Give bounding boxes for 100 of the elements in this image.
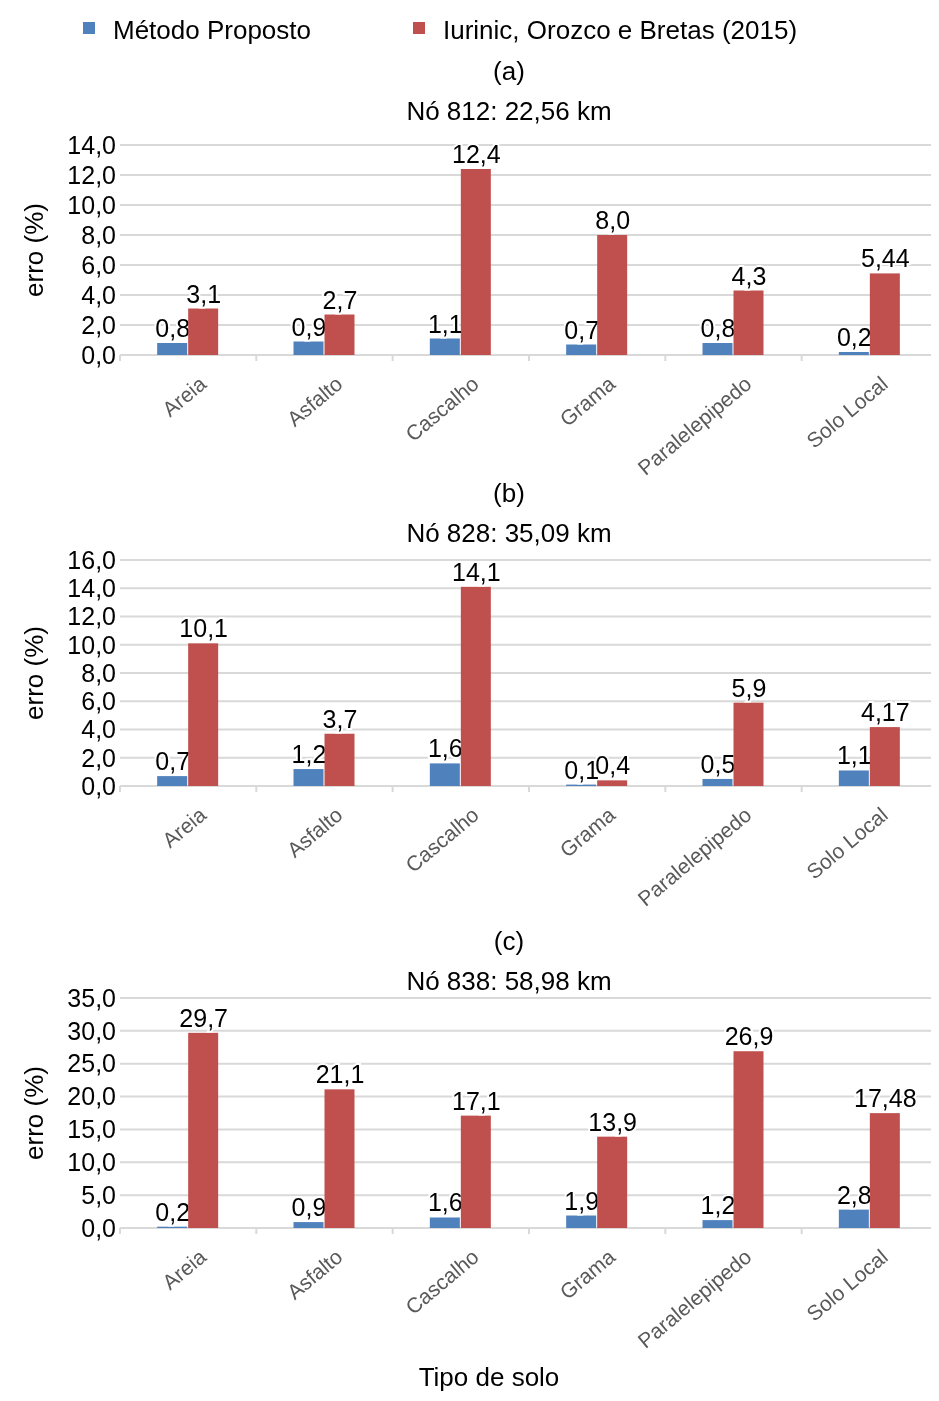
y-tick-label: 8,0	[81, 220, 116, 249]
data-label: 4,3	[731, 261, 767, 290]
bar	[597, 1136, 628, 1228]
data-label: 3,7	[322, 704, 358, 733]
y-axis-title: erro (%)	[19, 626, 49, 720]
bar	[293, 769, 324, 786]
bar	[293, 1222, 324, 1228]
bar	[460, 1115, 491, 1228]
data-label: 26,9	[724, 1022, 774, 1051]
bar	[324, 1089, 355, 1228]
bar	[733, 1051, 764, 1228]
y-tick-label: 10,0	[67, 1148, 116, 1177]
data-label: 29,7	[179, 1003, 228, 1032]
y-tick-label: 35,0	[67, 983, 116, 1012]
bar	[188, 643, 219, 786]
y-tick-label: 12,0	[67, 160, 116, 189]
bar	[597, 235, 628, 355]
chart-subtitle: Nó 828: 35,09 km	[406, 518, 612, 548]
y-tick-label: 5,0	[81, 1180, 116, 1209]
chart-subtitle: Nó 838: 58,98 km	[406, 966, 612, 996]
y-tick-label: 0,0	[81, 340, 116, 369]
data-label: 1,6	[427, 734, 463, 763]
bar	[429, 763, 460, 786]
bar	[188, 1032, 219, 1228]
data-label: 1,1	[836, 741, 872, 770]
bar	[324, 733, 355, 786]
y-tick-label: 14,0	[67, 574, 116, 602]
bar	[702, 778, 733, 786]
bar	[429, 1217, 460, 1228]
y-tick-label: 10,0	[67, 630, 116, 659]
chart-title: (a)	[493, 56, 525, 86]
x-axis-title: Tipo de solo	[418, 1362, 560, 1392]
bar	[702, 1220, 733, 1228]
y-tick-label: 2,0	[81, 310, 116, 339]
y-tick-label: 14,0	[67, 130, 116, 159]
data-label: 5,44	[861, 244, 910, 273]
bar	[838, 770, 869, 786]
chart-subtitle: Nó 812: 22,56 km	[406, 96, 612, 126]
bar	[733, 702, 764, 786]
data-label: 21,1	[315, 1060, 365, 1089]
y-tick-label: 0,0	[81, 1213, 116, 1242]
bar	[597, 780, 628, 786]
y-tick-label: 25,0	[67, 1049, 116, 1078]
data-label: 1,6	[427, 1188, 463, 1217]
bar	[460, 169, 491, 355]
data-label: 1,1	[427, 309, 463, 338]
bar	[157, 343, 188, 355]
y-tick-label: 4,0	[81, 280, 116, 309]
bar	[733, 290, 764, 355]
data-label: 1,2	[700, 1191, 736, 1220]
y-axis-title: erro (%)	[19, 203, 49, 297]
data-label: 13,9	[588, 1107, 637, 1136]
y-tick-label: 4,0	[81, 715, 116, 744]
data-label: 0,9	[291, 312, 327, 341]
y-tick-label: 6,0	[81, 250, 116, 279]
data-label: 8,0	[595, 206, 631, 234]
bar	[188, 308, 219, 355]
bar	[460, 586, 491, 786]
data-label: 5,9	[731, 673, 767, 702]
y-tick-label: 2,0	[81, 743, 116, 772]
data-label: 17,1	[452, 1086, 501, 1115]
legend-label: Iurinic, Orozco e Bretas (2015)	[443, 15, 798, 46]
bar	[838, 1209, 869, 1228]
bar	[838, 352, 869, 355]
y-tick-label: 30,0	[67, 1016, 116, 1045]
bar	[566, 344, 597, 355]
data-label: 0,8	[700, 314, 736, 342]
data-label: 14,1	[452, 557, 501, 586]
bar	[157, 776, 188, 786]
bar	[324, 314, 355, 355]
bar	[429, 338, 460, 355]
data-label: 0,2	[836, 323, 872, 351]
data-label: 2,7	[322, 285, 358, 314]
data-label: 2,8	[836, 1180, 872, 1209]
y-tick-label: 12,0	[67, 602, 116, 631]
bar	[869, 1113, 900, 1228]
y-tick-label: 0,0	[81, 771, 116, 800]
y-tick-label: 8,0	[81, 658, 116, 687]
data-label: 4,17	[861, 698, 910, 727]
chart-title: (b)	[493, 478, 525, 508]
y-tick-label: 20,0	[67, 1082, 116, 1111]
chart-title: (c)	[493, 926, 525, 956]
data-label: 17,48	[854, 1084, 917, 1113]
bar	[869, 273, 900, 355]
data-label: 0,9	[291, 1193, 327, 1222]
data-label: 1,2	[291, 740, 327, 769]
y-axis-title: erro (%)	[19, 1066, 49, 1160]
bar	[702, 343, 733, 355]
y-tick-label: 15,0	[67, 1115, 116, 1144]
data-label: 10,1	[179, 614, 228, 643]
bar	[293, 341, 324, 355]
y-tick-label: 6,0	[81, 687, 116, 715]
data-label: 12,4	[452, 140, 501, 168]
y-tick-label: 16,0	[67, 545, 116, 574]
data-label: 3,1	[186, 279, 222, 308]
bar	[869, 727, 900, 786]
bar	[566, 1215, 597, 1228]
data-label: 0,5	[700, 749, 736, 778]
legend-label: Método Proposto	[113, 15, 312, 46]
y-tick-label: 10,0	[67, 190, 116, 219]
